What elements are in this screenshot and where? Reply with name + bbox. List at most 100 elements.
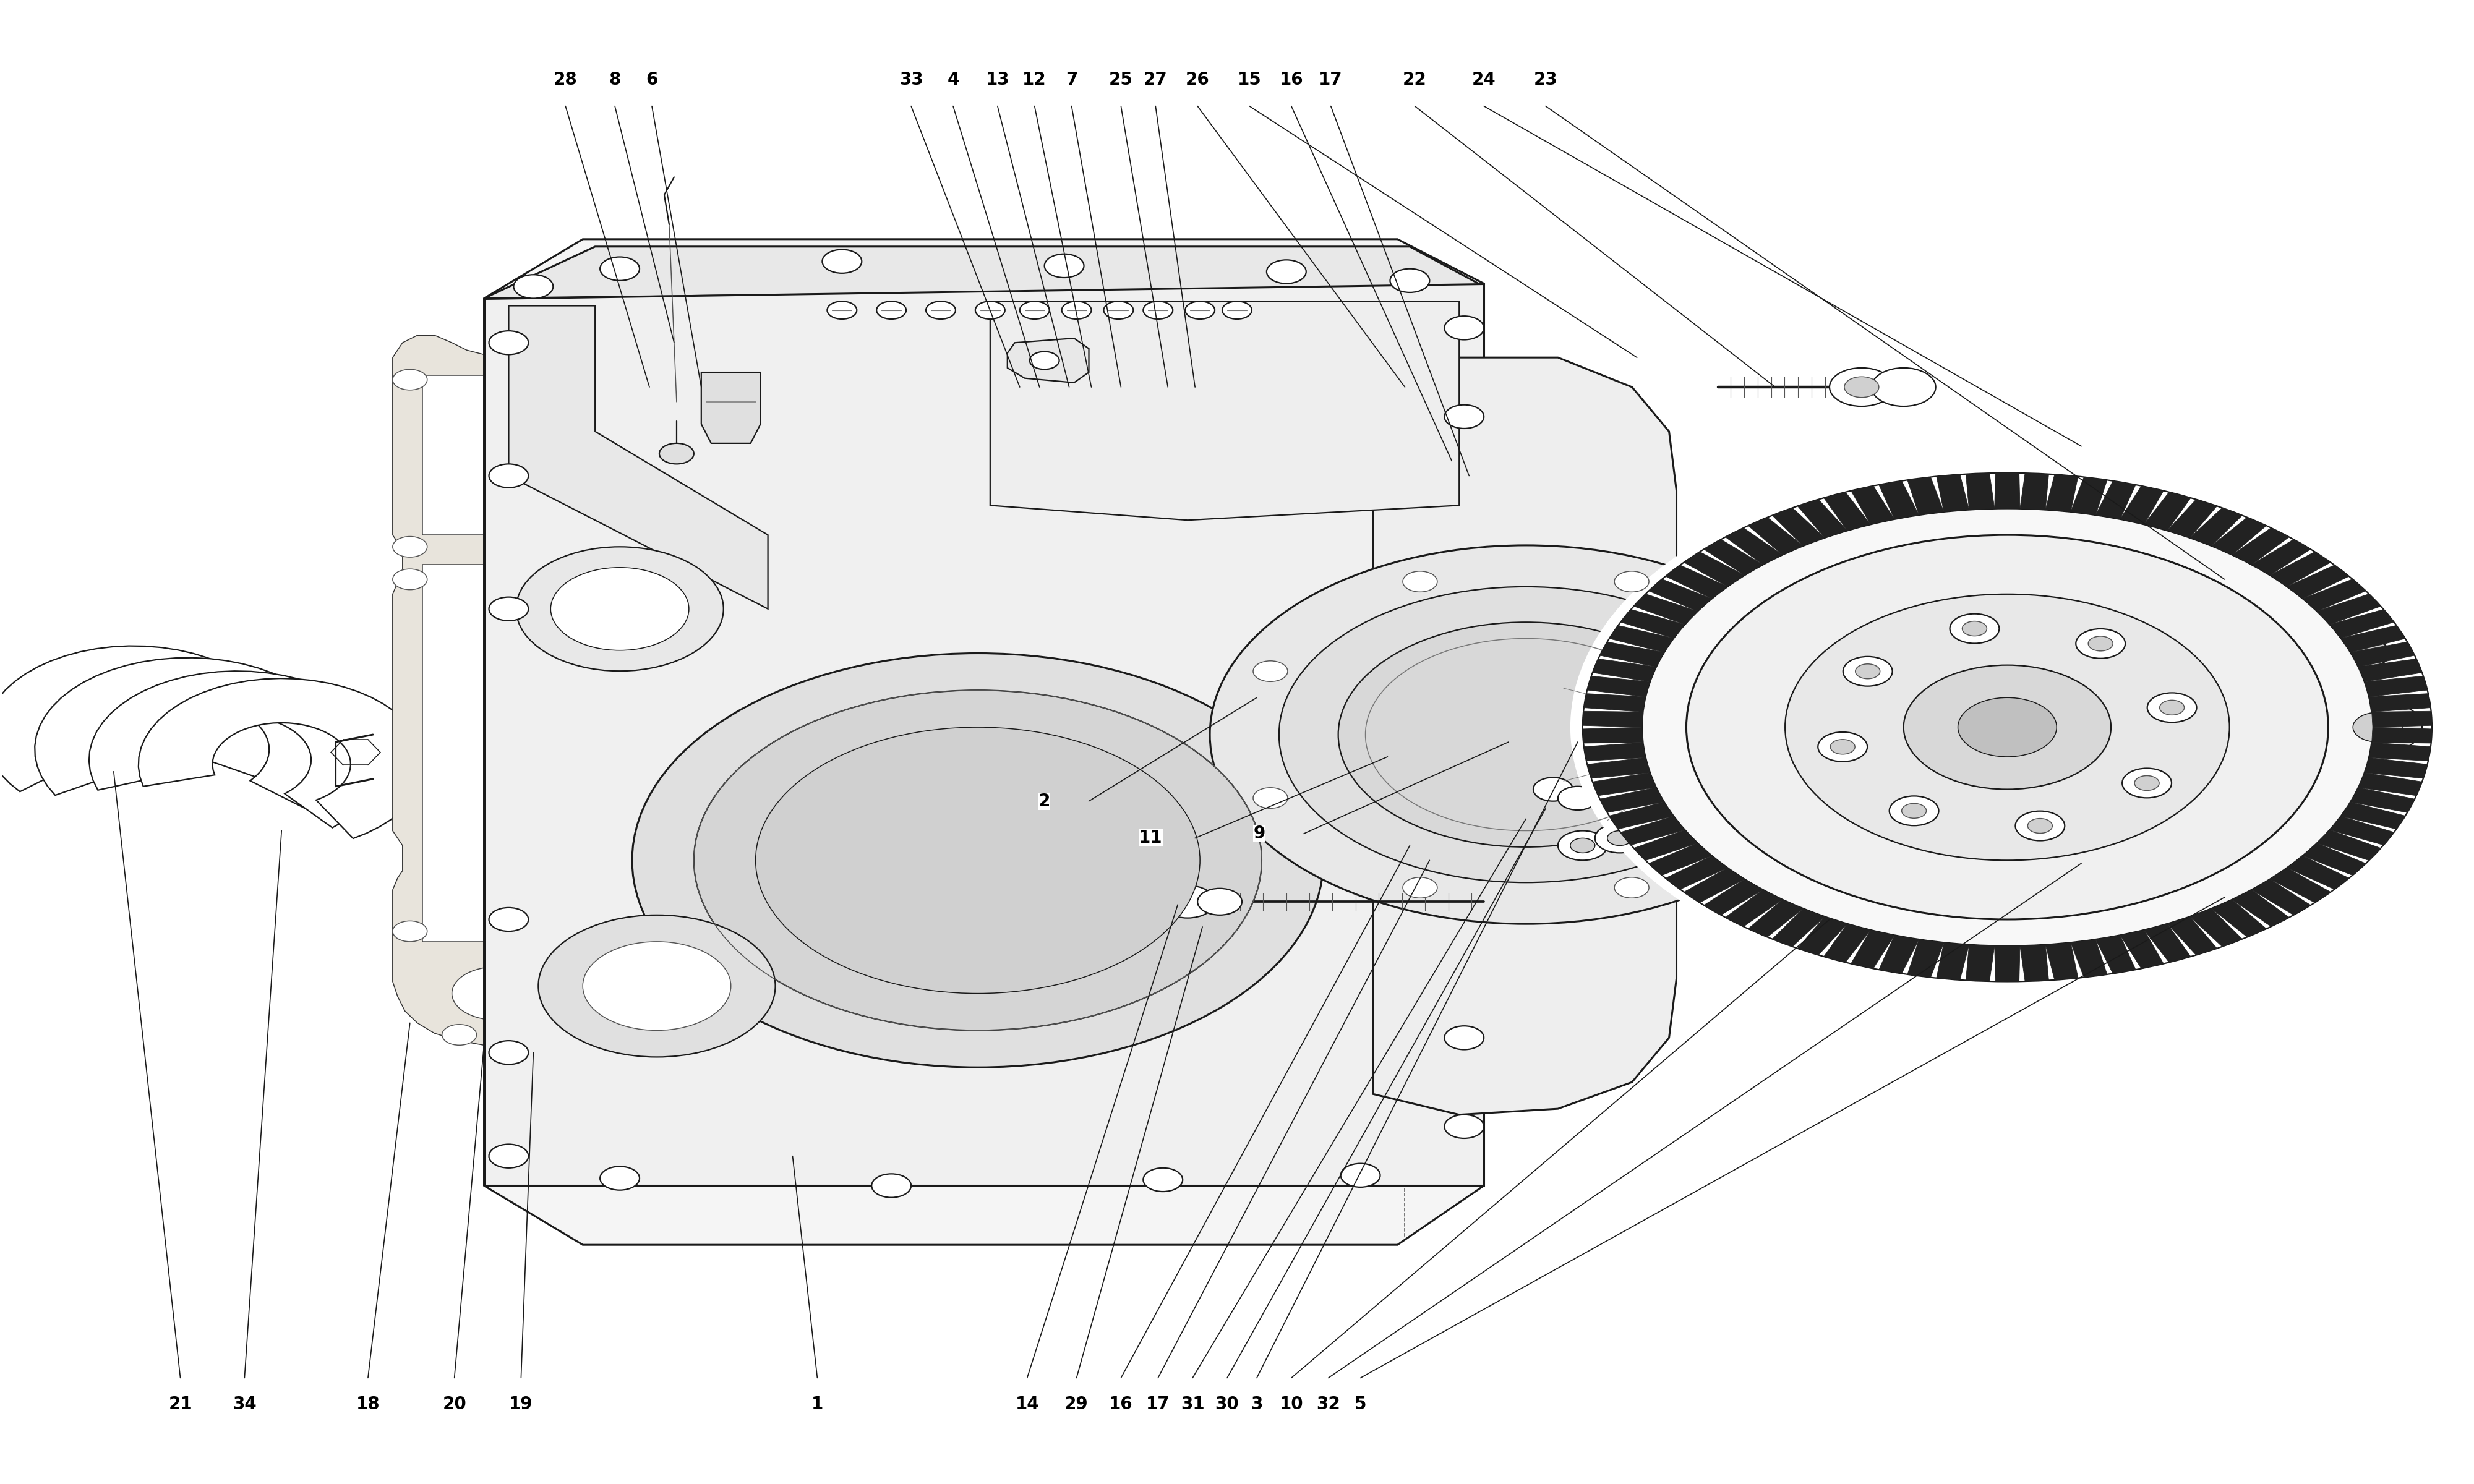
Polygon shape <box>2370 742 2429 761</box>
Circle shape <box>1903 803 1927 818</box>
Polygon shape <box>2189 508 2241 546</box>
Circle shape <box>876 301 905 319</box>
Polygon shape <box>2358 773 2422 795</box>
Circle shape <box>1571 466 2444 988</box>
Text: 19: 19 <box>510 1395 532 1413</box>
Circle shape <box>1029 352 1059 370</box>
Polygon shape <box>2318 830 2380 861</box>
Circle shape <box>1403 877 1437 898</box>
Circle shape <box>599 925 633 945</box>
Polygon shape <box>1583 727 1643 743</box>
Polygon shape <box>700 372 760 444</box>
Circle shape <box>599 539 633 559</box>
Circle shape <box>975 301 1004 319</box>
Circle shape <box>601 257 641 280</box>
Polygon shape <box>1633 830 1697 861</box>
Text: 24: 24 <box>1472 71 1497 89</box>
Polygon shape <box>1593 659 1655 681</box>
Circle shape <box>601 1166 641 1190</box>
Text: 21: 21 <box>168 1395 193 1413</box>
Polygon shape <box>2286 856 2350 889</box>
Polygon shape <box>2286 565 2350 598</box>
Circle shape <box>1254 788 1286 809</box>
Polygon shape <box>0 646 282 791</box>
Circle shape <box>2345 640 2390 666</box>
Polygon shape <box>2095 481 2135 519</box>
Circle shape <box>490 908 529 932</box>
Polygon shape <box>2365 758 2427 779</box>
Polygon shape <box>2071 939 2108 978</box>
Circle shape <box>539 916 774 1057</box>
Circle shape <box>821 249 861 273</box>
Polygon shape <box>1705 879 1764 916</box>
Circle shape <box>490 597 529 620</box>
Text: 5: 5 <box>1353 1395 1366 1413</box>
Polygon shape <box>1967 945 1994 981</box>
Circle shape <box>1197 889 1242 916</box>
Polygon shape <box>2046 475 2078 512</box>
Polygon shape <box>2167 917 2217 956</box>
Polygon shape <box>2021 473 2048 509</box>
Circle shape <box>1786 594 2229 861</box>
Polygon shape <box>1771 508 1826 546</box>
Circle shape <box>1818 732 1868 761</box>
Polygon shape <box>1878 481 1920 519</box>
Circle shape <box>1445 405 1484 429</box>
Polygon shape <box>1685 552 1744 586</box>
Polygon shape <box>1583 693 1645 712</box>
Polygon shape <box>139 678 426 838</box>
Text: 28: 28 <box>554 71 576 89</box>
Circle shape <box>1267 260 1306 283</box>
Text: 26: 26 <box>1185 71 1210 89</box>
Circle shape <box>2083 646 2355 809</box>
Polygon shape <box>2271 552 2331 586</box>
Polygon shape <box>1994 473 2021 509</box>
Circle shape <box>2034 616 2405 838</box>
Polygon shape <box>2232 528 2288 564</box>
Circle shape <box>1583 634 1917 835</box>
Polygon shape <box>1749 518 1804 555</box>
Text: 22: 22 <box>1403 71 1427 89</box>
Circle shape <box>2123 769 2172 798</box>
Circle shape <box>2029 819 2053 833</box>
Polygon shape <box>2318 594 2380 625</box>
Circle shape <box>1445 1025 1484 1049</box>
Polygon shape <box>1665 565 1727 598</box>
Circle shape <box>2135 776 2160 791</box>
Polygon shape <box>990 301 1460 521</box>
Circle shape <box>1962 622 1987 637</box>
Circle shape <box>2286 754 2321 775</box>
Circle shape <box>443 1024 477 1045</box>
Circle shape <box>490 464 529 488</box>
Circle shape <box>1254 660 1286 681</box>
Text: 11: 11 <box>1138 830 1163 847</box>
Circle shape <box>2170 776 2204 797</box>
Polygon shape <box>1705 539 1764 576</box>
Polygon shape <box>1878 935 1920 974</box>
Polygon shape <box>1633 594 1697 625</box>
Polygon shape <box>1771 908 1826 947</box>
Polygon shape <box>2373 727 2432 743</box>
Text: 30: 30 <box>1215 1395 1239 1413</box>
Circle shape <box>925 301 955 319</box>
Text: 3: 3 <box>1252 1395 1262 1413</box>
Circle shape <box>1616 653 1885 816</box>
Circle shape <box>1843 656 1893 686</box>
Polygon shape <box>1937 475 1969 512</box>
Circle shape <box>393 370 428 390</box>
Circle shape <box>1831 742 1878 772</box>
Text: 4: 4 <box>948 71 960 89</box>
Circle shape <box>517 546 722 671</box>
Circle shape <box>1628 816 1677 846</box>
Circle shape <box>2286 680 2321 700</box>
Circle shape <box>599 571 633 592</box>
Text: 27: 27 <box>1143 71 1168 89</box>
Polygon shape <box>1851 485 1895 524</box>
Circle shape <box>755 727 1200 993</box>
Circle shape <box>1616 571 1650 592</box>
Text: 17: 17 <box>1145 1395 1170 1413</box>
Polygon shape <box>1799 917 1848 956</box>
Text: 33: 33 <box>898 71 923 89</box>
Polygon shape <box>1588 758 1650 779</box>
Circle shape <box>1445 1114 1484 1138</box>
